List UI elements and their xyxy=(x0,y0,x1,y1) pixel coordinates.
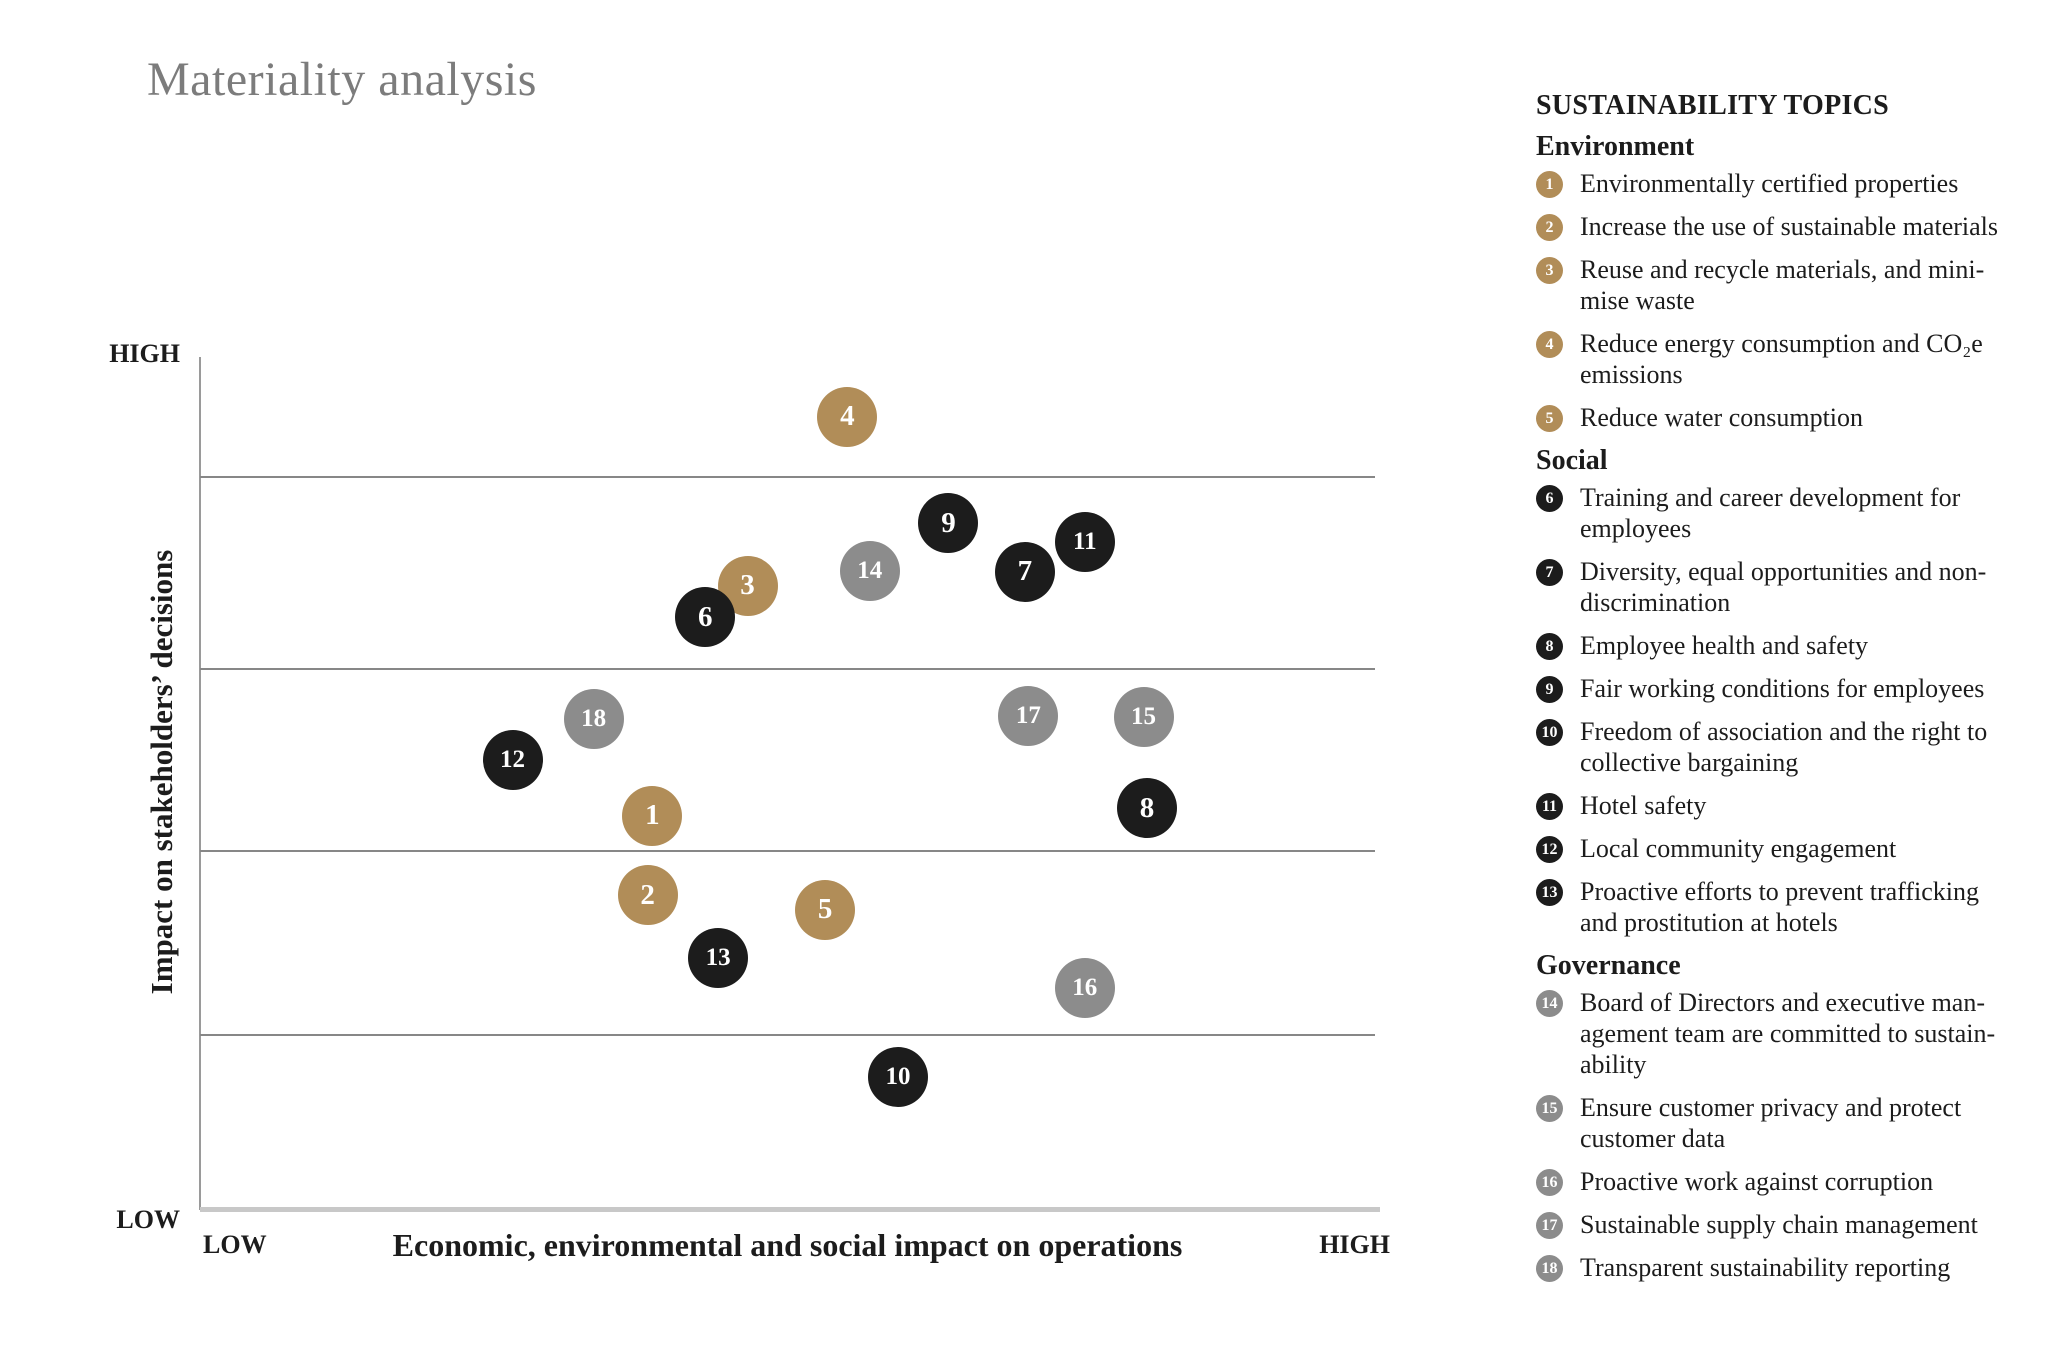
bubble-8: 8 xyxy=(1117,778,1178,839)
legend-item-6: 6 Training and career development for emp… xyxy=(1536,482,2041,544)
legend-item-3: 3 Reuse and recycle materials, and mini- … xyxy=(1536,254,2041,316)
gridline-3 xyxy=(200,850,1375,853)
bubble-16: 16 xyxy=(1054,958,1115,1019)
legend-label-14: Board of Directors and executive man- ag… xyxy=(1580,988,1996,1079)
bubble-6: 6 xyxy=(675,587,736,648)
legend-group-environment: Environment xyxy=(1536,131,1695,162)
legend-bullet-7: 7 xyxy=(1536,559,1563,586)
legend-bullet-9: 9 xyxy=(1536,676,1563,703)
y-axis-line xyxy=(199,357,201,1210)
legend-group-governance: Governance xyxy=(1536,950,1681,981)
legend-label-13: Proactive efforts to prevent trafficking… xyxy=(1580,877,1980,937)
x-axis-title: Economic, environmental and social impac… xyxy=(392,1227,1183,1263)
legend-item-7: 7 Diversity, equal opportunities and non-… xyxy=(1536,556,2041,618)
bubble-13: 13 xyxy=(688,928,749,989)
legend-item-10: 10 Freedom of association and the right t… xyxy=(1536,716,2041,778)
legend-bullet-2: 2 xyxy=(1536,214,1563,241)
legend-groups: Environment 1 Environmentally certified pr… xyxy=(1536,131,2041,1283)
legend-bullet-16: 16 xyxy=(1536,1169,1563,1196)
legend-item-17: 17 Sustainable supply chain management xyxy=(1536,1209,2041,1240)
legend-item-5: 5 Reduce water consumption xyxy=(1536,402,2041,433)
legend-bullet-4: 4 xyxy=(1536,331,1563,358)
bubble-2: 2 xyxy=(617,865,678,926)
legend-bullet-17: 17 xyxy=(1536,1212,1563,1239)
bubble-10: 10 xyxy=(867,1046,928,1107)
legend-group-social: Social xyxy=(1536,445,1608,476)
legend-label-15: Ensure customer privacy and protect cust… xyxy=(1580,1093,1962,1153)
legend-item-9: 9 Fair working conditions for employees xyxy=(1536,673,2041,704)
legend-label-1: Environmentally certified properties xyxy=(1580,169,1959,198)
gridline-2 xyxy=(200,668,1375,671)
bubble-1: 1 xyxy=(622,785,683,846)
page-title: Materiality analysis xyxy=(147,53,537,106)
legend-item-1: 1 Environmentally certified properties xyxy=(1536,168,2041,199)
legend-bullet-1: 1 xyxy=(1536,171,1563,198)
legend-bullet-10: 10 xyxy=(1536,719,1563,746)
y-axis-high-label: HIGH xyxy=(109,339,180,368)
legend-label-2: Increase the use of sustainable material… xyxy=(1580,212,1998,241)
bubble-15: 15 xyxy=(1113,686,1174,747)
legend-header: SUSTAINABILITY TOPICS xyxy=(1536,90,1890,121)
gridline-4 xyxy=(200,1034,1375,1037)
legend-label-18: Transparent sustainability reporting xyxy=(1580,1253,1951,1282)
bubble-5: 5 xyxy=(795,879,856,940)
bubble-9: 9 xyxy=(918,493,979,554)
bubble-17: 17 xyxy=(998,686,1059,747)
legend-bullet-8: 8 xyxy=(1536,633,1563,660)
materiality-chart: HIGH LOW Impact on stakeholders’ decisio… xyxy=(109,339,1390,1263)
legend-bullet-13: 13 xyxy=(1536,879,1563,906)
legend-label-5: Reduce water consumption xyxy=(1580,403,1864,432)
legend-item-14: 14 Board of Directors and executive man- … xyxy=(1536,987,2041,1080)
legend-bullet-3: 3 xyxy=(1536,257,1563,284)
legend-item-16: 16 Proactive work against corruption xyxy=(1536,1166,2041,1197)
legend-item-2: 2 Increase the use of sustainable materia… xyxy=(1536,211,2041,242)
bubble-12: 12 xyxy=(482,729,543,790)
legend-label-16: Proactive work against corruption xyxy=(1580,1167,1934,1196)
x-axis-high-label: HIGH xyxy=(1319,1230,1390,1259)
bubble-11: 11 xyxy=(1054,512,1115,573)
gridline-1 xyxy=(200,476,1375,479)
legend-bullet-18: 18 xyxy=(1536,1255,1563,1282)
bubble-4: 4 xyxy=(817,386,878,447)
legend-label-4: Reduce energy consumption and CO₂e emiss… xyxy=(1580,329,1983,389)
legend-label-3: Reuse and recycle materials, and mini- m… xyxy=(1580,255,1985,315)
bubble-18: 18 xyxy=(563,688,624,749)
legend-item-11: 11 Hotel safety xyxy=(1536,790,2041,821)
legend-item-8: 8 Employee health and safety xyxy=(1536,630,2041,661)
legend-item-4: 4 Reduce energy consumption and CO₂e emis… xyxy=(1536,328,2041,390)
legend-item-12: 12 Local community engagement xyxy=(1536,833,2041,864)
x-axis-low-label: LOW xyxy=(203,1230,267,1259)
x-axis-line xyxy=(200,1207,1380,1212)
legend-label-17: Sustainable supply chain management xyxy=(1580,1210,1978,1239)
y-axis-title: Impact on stakeholders’ decisions xyxy=(144,549,179,995)
legend-label-6: Training and career development for empl… xyxy=(1580,483,1961,543)
legend-bullet-15: 15 xyxy=(1536,1095,1563,1122)
legend-label-10: Freedom of association and the right to … xyxy=(1580,717,1988,777)
legend-label-8: Employee health and safety xyxy=(1580,631,1869,660)
legend-bullet-14: 14 xyxy=(1536,990,1563,1017)
legend-label-9: Fair working conditions for employees xyxy=(1580,674,1985,703)
legend-item-18: 18 Transparent sustainability reporting xyxy=(1536,1252,2041,1283)
legend-label-11: Hotel safety xyxy=(1580,791,1707,820)
legend-bullet-5: 5 xyxy=(1536,405,1563,432)
bubble-14: 14 xyxy=(839,541,900,602)
legend-label-12: Local community engagement xyxy=(1580,834,1897,863)
legend-bullet-12: 12 xyxy=(1536,836,1563,863)
bubble-7: 7 xyxy=(994,541,1055,602)
sustainability-topics-legend: SUSTAINABILITY TOPICS Environment 1 Enviro… xyxy=(1536,90,2041,1295)
y-axis-low-label: LOW xyxy=(116,1205,180,1234)
legend-bullet-6: 6 xyxy=(1536,485,1563,512)
legend-bullet-11: 11 xyxy=(1536,793,1563,820)
legend-item-15: 15 Ensure customer privacy and protect cu… xyxy=(1536,1092,2041,1154)
legend-label-7: Diversity, equal opportunities and non- … xyxy=(1580,557,1987,617)
legend-item-13: 13 Proactive efforts to prevent trafficki… xyxy=(1536,876,2041,938)
